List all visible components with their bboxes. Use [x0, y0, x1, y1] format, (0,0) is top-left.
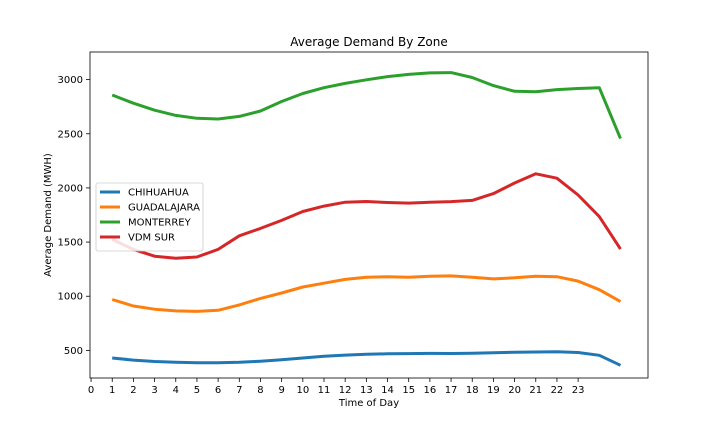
x-axis: 0 1 2 3 4 5 6 7 8 9 10 11 12 13 14 15 16 17 18 19 20 21 22 23: [88, 378, 585, 396]
x-tick-label: 0: [88, 385, 94, 396]
y-axis: 500 1000 1500 2000 2500 3000: [58, 75, 90, 357]
x-tick-label: 5: [194, 385, 200, 396]
legend-label: MONTERREY: [128, 218, 192, 229]
legend-label: VDM SUR: [128, 233, 175, 244]
x-tick-label: 7: [236, 385, 242, 396]
y-tick-label: 1500: [58, 238, 83, 249]
series-line-guadalajara: [111, 274, 622, 313]
x-tick-label: 3: [151, 385, 157, 396]
x-tick-label: 4: [173, 385, 179, 396]
x-tick-label: 1: [109, 385, 115, 396]
legend-label: GUADALAJARA: [128, 203, 200, 214]
x-tick-label: 6: [215, 385, 221, 396]
x-tick-label: 20: [508, 385, 521, 396]
x-tick-label: 23: [572, 385, 585, 396]
x-axis-label: Time of Day: [338, 398, 399, 409]
plot-area: [111, 71, 622, 367]
x-tick-label: 8: [257, 385, 263, 396]
x-tick-label: 19: [487, 385, 500, 396]
plot-frame: [89, 51, 649, 379]
legend: CHIHUAHUA GUADALAJARA MONTERREY VDM SUR: [95, 182, 204, 252]
x-tick-label: 12: [339, 385, 352, 396]
x-tick-label: 11: [318, 385, 331, 396]
x-tick-label: 10: [296, 385, 309, 396]
x-tick-label: 9: [278, 385, 284, 396]
x-tick-label: 14: [381, 385, 394, 396]
series-line-vdm-sur: [111, 172, 622, 260]
y-tick-label: 500: [64, 346, 83, 357]
y-tick-label: 2500: [58, 129, 83, 140]
y-axis-label: Average Demand (MWH): [43, 153, 54, 277]
legend-label: CHIHUAHUA: [128, 188, 189, 199]
x-tick-label: 16: [424, 385, 437, 396]
x-tick-label: 15: [402, 385, 415, 396]
series-line-chihuahua: [112, 350, 622, 367]
legend-box: [95, 182, 204, 252]
x-tick-label: 13: [360, 385, 373, 396]
x-tick-label: 21: [529, 385, 542, 396]
x-tick-label: 22: [551, 385, 564, 396]
chart-title: Average Demand By Zone: [290, 35, 448, 49]
y-tick-label: 2000: [58, 183, 83, 194]
x-tick-label: 2: [130, 385, 136, 396]
x-tick-label: 17: [445, 385, 458, 396]
series-line-monterrey: [111, 71, 622, 140]
y-tick-label: 1000: [58, 292, 83, 303]
y-tick-label: 3000: [58, 75, 83, 86]
x-tick-label: 18: [466, 385, 479, 396]
